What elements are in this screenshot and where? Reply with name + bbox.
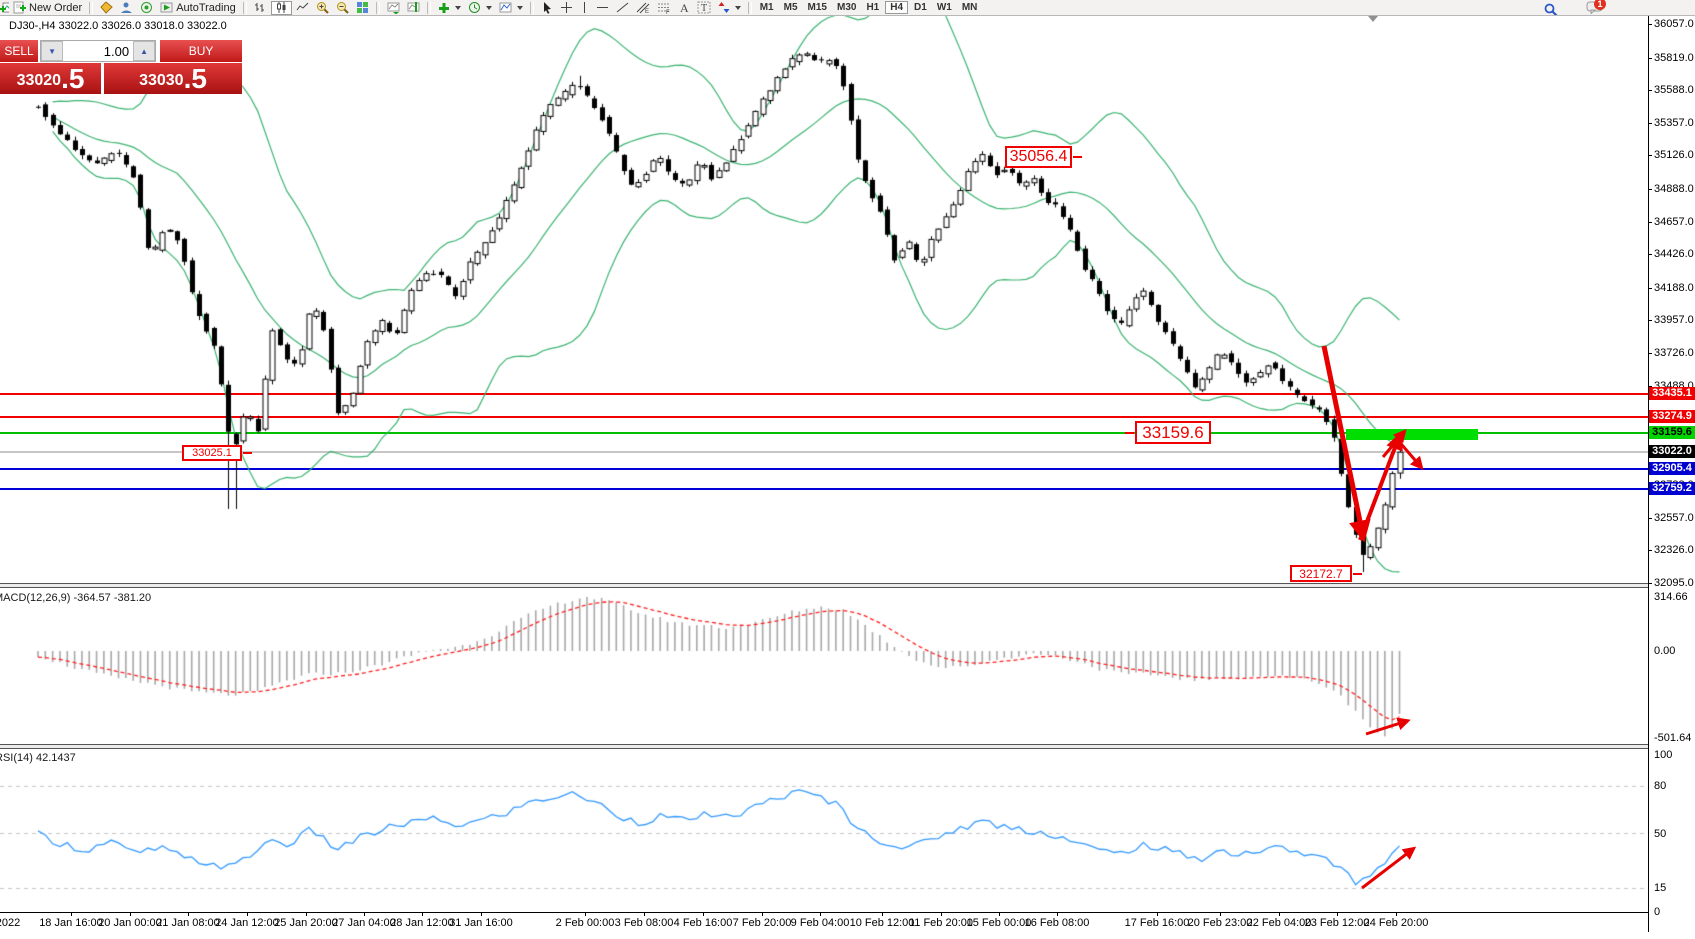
price-tick-mark [1648, 24, 1652, 25]
price-tick-label: 33726.0 [1654, 346, 1694, 359]
price-tick-mark [1648, 287, 1652, 289]
annotation-connector [1073, 156, 1082, 158]
buy-button[interactable]: BUY [160, 40, 242, 62]
price-tick-label: 34426.0 [1654, 248, 1694, 261]
price-chart-canvas[interactable] [0, 0, 1648, 939]
rsi-indicator-label: RSI(14) 42.1437 [0, 752, 76, 764]
sell-price-big-digit: .5 [61, 63, 85, 94]
price-tick-mark [1648, 221, 1652, 223]
price-tick-label: 34657.0 [1654, 215, 1694, 228]
price-level-badge: 33435.1 [1649, 386, 1695, 400]
price-tick-mark [1648, 155, 1652, 157]
price-level-badge: 32905.4 [1649, 461, 1695, 475]
buy-price-big-digit: .5 [183, 63, 207, 94]
price-tick-label: 32095.0 [1654, 577, 1694, 589]
price-label-35056[interactable]: 35056.4 [1005, 146, 1072, 168]
price-tick-mark [1648, 254, 1652, 256]
chart-title: DJ30-,H4 33022.0 33026.0 33018.0 33022.0 [9, 20, 227, 32]
price-tick-mark [1648, 320, 1652, 322]
price-tick-label: 36057.0 [1654, 18, 1694, 30]
price-tick-label: 34888.0 [1654, 182, 1694, 195]
price-tick-label: 35126.0 [1654, 149, 1694, 162]
annotation-connector [1353, 572, 1362, 575]
volume-stepper: ▼ ▲ [40, 40, 157, 62]
volume-decrease-button[interactable]: ▼ [41, 41, 64, 61]
sell-price-main: 33020 [16, 72, 62, 89]
price-tick-label: 32557.0 [1654, 511, 1694, 524]
rsi-axis-label: 100 [1654, 749, 1673, 761]
price-tick-mark [1648, 90, 1652, 92]
price-tick-label: 35819.0 [1654, 51, 1694, 64]
volume-input[interactable] [63, 41, 134, 61]
buy-price-main: 33030 [139, 72, 184, 89]
price-level-badge: 33274.9 [1649, 409, 1695, 423]
price-level-badge: 33022.0 [1649, 445, 1695, 459]
splitter-grip-icon[interactable] [1368, 16, 1378, 22]
one-click-trading-panel: SELL ▼ ▲ BUY 33020.5 33030.5 [0, 40, 242, 94]
price-tick-label: 32326.0 [1654, 544, 1694, 557]
macd-axis-label: -501.64 [1654, 731, 1692, 744]
macd-axis-label: 314.66 [1654, 590, 1688, 603]
price-tick-mark [1648, 550, 1652, 552]
price-label-33159[interactable]: 33159.6 [1135, 421, 1211, 444]
rsi-axis-label: 15 [1654, 882, 1667, 895]
price-level-badge: 33159.6 [1649, 425, 1695, 439]
price-tick-label: 33957.0 [1654, 314, 1694, 327]
macd-indicator-label: MACD(12,26,9) -364.57 -381.20 [0, 592, 152, 604]
macd-axis-label: 0.00 [1654, 645, 1676, 657]
price-level-badge: 32759.2 [1649, 482, 1695, 496]
supply-zone-rectangle[interactable] [1346, 429, 1478, 440]
price-tick-mark [1648, 122, 1652, 124]
rsi-axis-label: 80 [1654, 780, 1667, 793]
price-label-32172[interactable]: 32172.7 [1290, 565, 1352, 582]
sell-price[interactable]: 33020.5 [0, 63, 101, 94]
annotation-connector [1125, 431, 1134, 434]
price-tick-mark [1648, 352, 1652, 354]
volume-increase-button[interactable]: ▲ [133, 41, 156, 61]
price-tick-mark [1648, 188, 1652, 190]
annotation-connector [243, 452, 252, 454]
price-tick-mark [1648, 583, 1652, 584]
price-tick-mark [1648, 517, 1652, 519]
price-axis-border [1648, 16, 1649, 932]
price-tick-label: 35357.0 [1654, 116, 1694, 129]
rsi-axis-label: 50 [1654, 827, 1667, 840]
price-tick-mark [1648, 57, 1652, 59]
buy-price[interactable]: 33030.5 [104, 63, 242, 94]
rsi-axis-label: 0 [1654, 906, 1661, 918]
sell-button[interactable]: SELL [0, 40, 39, 62]
price-tick-label: 34188.0 [1654, 281, 1694, 294]
price-tick-label: 35588.0 [1654, 84, 1694, 97]
price-label-33025[interactable]: 33025.1 [182, 445, 242, 461]
